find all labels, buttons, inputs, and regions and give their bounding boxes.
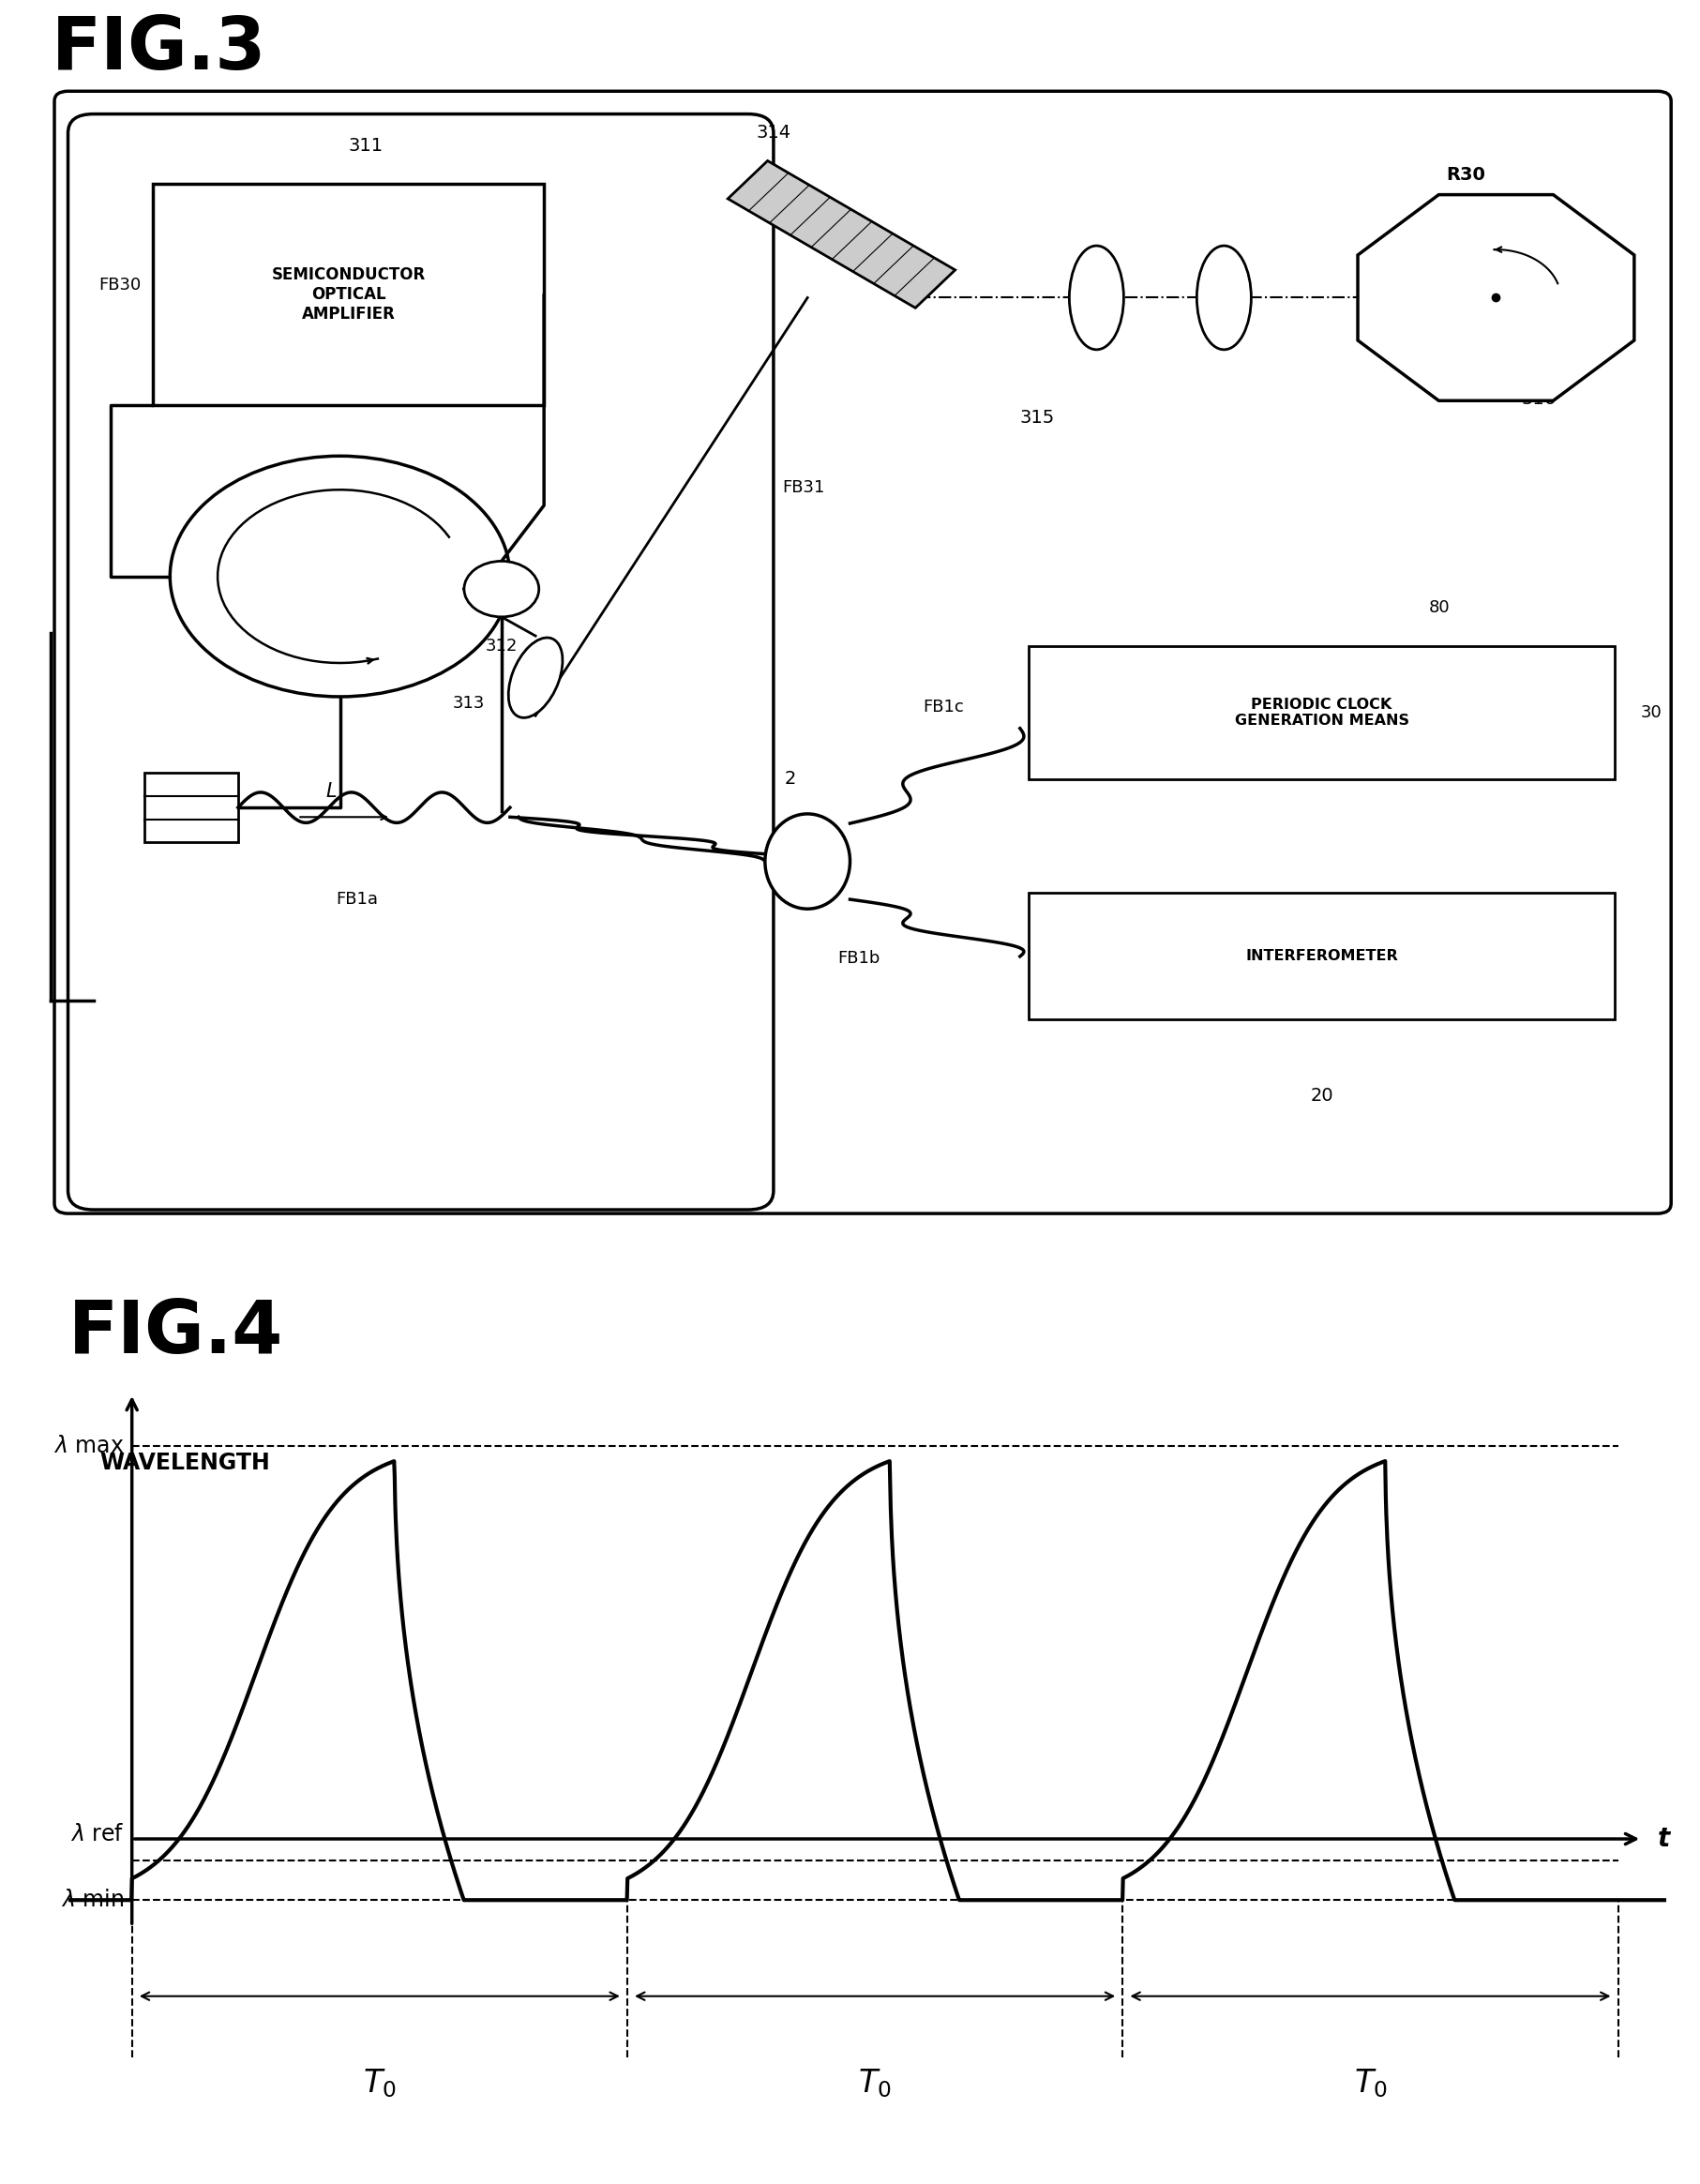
Text: FB1c: FB1c — [923, 699, 964, 716]
Text: PERIODIC CLOCK
GENERATION MEANS: PERIODIC CLOCK GENERATION MEANS — [1234, 697, 1409, 727]
FancyBboxPatch shape — [153, 183, 544, 406]
Bar — [145, 773, 238, 843]
Text: FB30: FB30 — [99, 277, 141, 293]
Text: $\lambda$ ref: $\lambda$ ref — [70, 1824, 124, 1845]
Text: L: L — [326, 782, 337, 802]
Text: FIG.3: FIG.3 — [51, 13, 267, 83]
Text: 80: 80 — [1428, 601, 1450, 616]
Text: 314: 314 — [756, 124, 790, 142]
FancyBboxPatch shape — [68, 114, 774, 1210]
Text: SEMICONDUCTOR
OPTICAL
AMPLIFIER: SEMICONDUCTOR OPTICAL AMPLIFIER — [272, 266, 425, 323]
Text: 313: 313 — [452, 695, 484, 712]
Polygon shape — [728, 162, 955, 308]
Text: $T_0$: $T_0$ — [858, 2068, 892, 2099]
Ellipse shape — [170, 456, 510, 697]
Text: 311: 311 — [348, 138, 382, 155]
Ellipse shape — [765, 815, 850, 909]
Text: WAVELENGTH: WAVELENGTH — [100, 1452, 270, 1474]
Ellipse shape — [508, 638, 563, 719]
Text: FB31: FB31 — [782, 478, 824, 496]
Text: 30: 30 — [1640, 703, 1663, 721]
Text: 2: 2 — [785, 771, 796, 788]
Polygon shape — [1358, 194, 1634, 400]
Ellipse shape — [1197, 247, 1251, 349]
Text: $\lambda$ min: $\lambda$ min — [61, 1889, 124, 1911]
Text: FB1b: FB1b — [836, 950, 881, 968]
FancyBboxPatch shape — [1028, 646, 1615, 780]
Text: $T_0$: $T_0$ — [1353, 2068, 1387, 2099]
Text: FIG.4: FIG.4 — [68, 1297, 284, 1369]
Text: 315: 315 — [1020, 408, 1054, 426]
Circle shape — [464, 561, 539, 616]
FancyBboxPatch shape — [54, 92, 1671, 1214]
FancyBboxPatch shape — [1028, 893, 1615, 1020]
Text: 312: 312 — [486, 638, 517, 655]
Text: $T_0$: $T_0$ — [362, 2068, 396, 2099]
Text: INTERFEROMETER: INTERFEROMETER — [1246, 950, 1397, 963]
Text: FB1a: FB1a — [337, 891, 377, 909]
Text: R30: R30 — [1445, 166, 1486, 183]
Text: t: t — [1658, 1826, 1671, 1852]
Ellipse shape — [1069, 247, 1124, 349]
Text: $\lambda$ max: $\lambda$ max — [53, 1435, 124, 1457]
Text: 20: 20 — [1311, 1088, 1333, 1105]
Text: 316: 316 — [1522, 391, 1556, 408]
